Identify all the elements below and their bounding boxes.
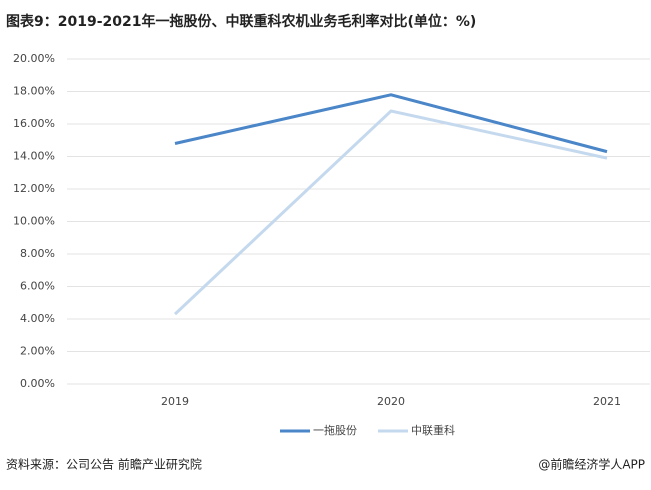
y-tick-label: 2.00% bbox=[20, 345, 55, 358]
x-tick-label: 2020 bbox=[377, 395, 405, 408]
y-tick-label: 10.00% bbox=[13, 215, 55, 228]
y-tick-label: 18.00% bbox=[13, 85, 55, 98]
x-tick-label: 2021 bbox=[593, 395, 621, 408]
series-line bbox=[173, 109, 608, 316]
legend-label: 一拖股份 bbox=[313, 423, 357, 437]
y-tick-label: 12.00% bbox=[13, 182, 55, 195]
y-tick-label: 0.00% bbox=[20, 377, 55, 390]
y-tick-label: 16.00% bbox=[13, 117, 55, 130]
series-line bbox=[174, 93, 608, 154]
legend-label: 中联重科 bbox=[411, 423, 455, 437]
credit: @前瞻经济学人APP bbox=[538, 457, 645, 472]
chart-title: 图表9：2019-2021年一拖股份、中联重科农机业务毛利率对比(单位：%) bbox=[6, 13, 476, 30]
x-tick-label: 2019 bbox=[161, 395, 189, 408]
y-tick-label: 20.00% bbox=[13, 52, 55, 65]
y-tick-label: 14.00% bbox=[13, 150, 55, 163]
y-tick-label: 6.00% bbox=[20, 280, 55, 293]
source: 资料来源：公司公告 前瞻产业研究院 bbox=[6, 457, 202, 472]
y-tick-label: 4.00% bbox=[20, 312, 55, 325]
y-tick-label: 8.00% bbox=[20, 247, 55, 260]
